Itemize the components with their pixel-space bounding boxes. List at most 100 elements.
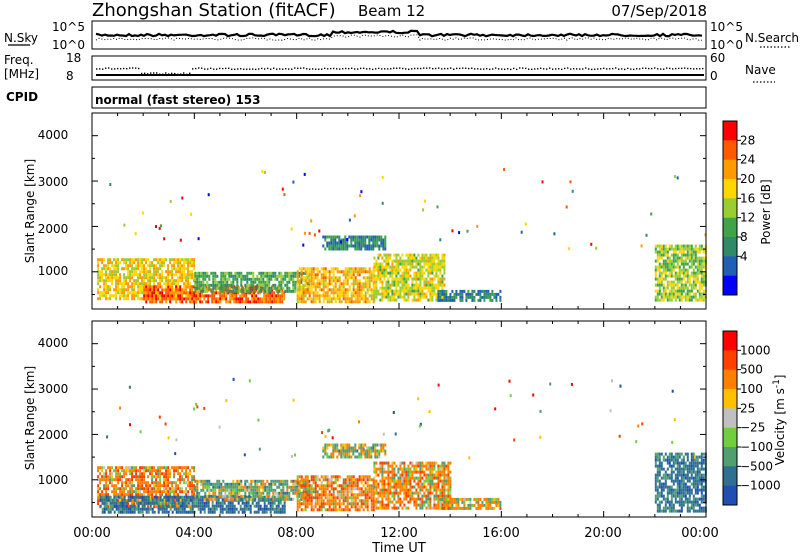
range-gate-cell — [269, 507, 272, 511]
range-gate-cell — [147, 493, 150, 497]
range-gate-cell — [389, 491, 392, 495]
range-gate-cell — [376, 244, 379, 248]
range-gate-cell — [403, 470, 406, 474]
range-gate-cell — [271, 507, 274, 511]
range-gate-cell — [662, 286, 665, 290]
range-gate-cell — [137, 475, 140, 479]
range-gate-cell — [139, 490, 142, 494]
range-gate-cell — [324, 502, 327, 506]
range-gate-cell — [304, 484, 307, 488]
nave-point — [120, 68, 122, 70]
range-gate-cell — [366, 502, 369, 506]
range-gate-cell — [137, 490, 140, 494]
range-gate-cell — [698, 298, 701, 302]
range-gate-cell — [439, 289, 442, 293]
range-gate-cell — [302, 291, 305, 295]
nave-point — [594, 68, 596, 70]
range-gate-cell — [135, 291, 138, 295]
range-gate-cell — [419, 262, 422, 266]
range-gate-cell — [316, 282, 319, 286]
nave-point — [222, 67, 224, 70]
range-gate-cell — [405, 265, 408, 269]
range-gate-cell — [111, 282, 114, 286]
range-gate-cell — [304, 502, 307, 506]
range-gate-cell — [193, 490, 196, 494]
range-gate-cell — [383, 286, 386, 290]
range-gate-cell — [696, 271, 699, 275]
nave-point — [111, 68, 113, 70]
range-gate-cell — [191, 507, 194, 511]
range-gate-cell — [702, 265, 705, 269]
range-gate-cell — [378, 244, 381, 248]
range-gate-cell — [147, 297, 150, 301]
range-gate-cell — [375, 292, 378, 296]
range-gate-cell — [684, 259, 687, 263]
range-gate-cell — [213, 300, 216, 304]
range-gate-cell — [169, 501, 172, 505]
range-gate-cell — [670, 283, 673, 287]
range-gate-cell — [282, 277, 285, 281]
range-gate-cell — [105, 490, 108, 494]
range-gate-cell — [298, 285, 301, 289]
range-gate-cell — [260, 280, 263, 284]
range-gate-cell — [161, 288, 164, 292]
range-gate-cell — [684, 256, 687, 260]
range-gate-cell — [391, 494, 394, 498]
range-gate-cell — [247, 501, 250, 505]
range-gate-cell — [338, 300, 341, 304]
range-gate-cell — [97, 291, 100, 295]
range-gate-cell — [266, 497, 269, 501]
range-gate-cell — [326, 285, 329, 289]
range-gate-cell — [320, 475, 323, 479]
range-gate-cell — [441, 286, 444, 290]
range-gate-cell — [413, 271, 416, 275]
range-gate-cell — [204, 494, 207, 498]
range-gate-cell — [200, 286, 203, 290]
range-gate-cell — [206, 271, 209, 275]
range-gate-cell — [117, 501, 120, 505]
range-gate-cell — [220, 283, 223, 287]
range-gate-cell — [374, 452, 377, 456]
range-gate-cell — [153, 294, 156, 298]
nave-point — [600, 68, 602, 70]
range-gate-cell — [680, 244, 683, 248]
range-gate-cell — [294, 488, 297, 492]
range-gate-cell — [312, 282, 315, 286]
range-gate-cell — [688, 298, 691, 302]
range-gate-cell — [181, 490, 184, 494]
range-gate-cell — [362, 267, 365, 271]
range-gate-cell — [453, 292, 456, 296]
range-gate-cell — [393, 503, 396, 507]
range-gate-cell — [342, 502, 345, 506]
range-gate-cell — [300, 475, 303, 479]
range-gate-cell — [212, 491, 215, 495]
range-gate-cell — [401, 470, 404, 474]
range-gate-cell — [300, 291, 303, 295]
cpid-panel-frame — [91, 86, 707, 109]
range-gate-cell — [385, 494, 388, 498]
range-gate-cell — [135, 490, 138, 494]
range-gate-cell — [441, 292, 444, 296]
range-gate-cell — [344, 481, 347, 485]
range-gate-cell — [326, 297, 329, 301]
range-gate-cell — [346, 499, 349, 503]
range-gate-cell — [393, 473, 396, 477]
range-gate-cell — [330, 241, 333, 245]
range-gate-cell — [281, 300, 284, 304]
range-gate-cell — [179, 490, 182, 494]
range-gate-cell — [212, 274, 215, 278]
range-gate-cell — [670, 262, 673, 266]
range-gate-cell — [364, 241, 367, 245]
range-gate-cell — [249, 507, 252, 511]
cpid-mode-text: normal (fast stereo) 153 — [95, 93, 261, 107]
range-gate-cell — [314, 282, 317, 286]
range-gate-cell — [395, 280, 398, 284]
range-gate-cell — [151, 496, 154, 500]
range-gate-cell — [694, 292, 697, 296]
nave-point — [351, 67, 353, 69]
range-gate-cell — [441, 256, 444, 260]
range-gate-cell — [381, 500, 384, 504]
range-gate-cell — [417, 253, 420, 257]
range-gate-cell — [278, 289, 281, 293]
range-gate-cell — [208, 497, 211, 501]
